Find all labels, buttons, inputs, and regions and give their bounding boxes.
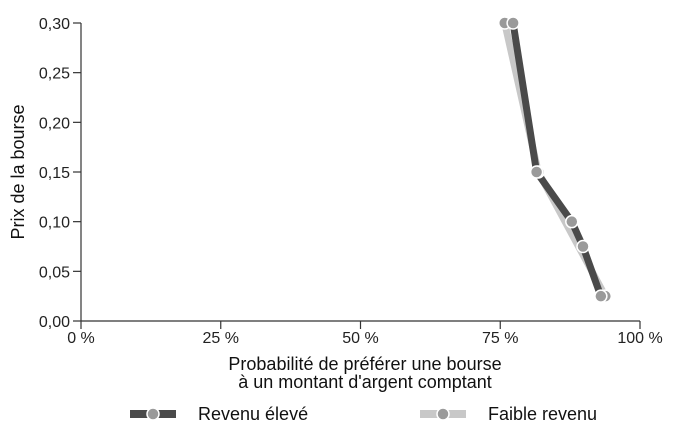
- x-tick-label: 100 %: [617, 330, 662, 347]
- series-line-1: [509, 19, 605, 300]
- data-point: [529, 165, 544, 179]
- x-axis-title-line-2: à un montant d'argent comptant: [238, 372, 492, 392]
- legend-swatch-marker: [436, 407, 450, 421]
- legend-label: Revenu élevé: [198, 404, 308, 424]
- legend-label: Faible revenu: [488, 404, 597, 424]
- x-tick-label: 75 %: [482, 330, 518, 347]
- y-tick-label: 0,20: [39, 115, 70, 132]
- data-point: [506, 16, 520, 30]
- axes: 0,00 0,05 0,10 0,15 0,20 0,25 0,30 0 % 25 % 50 % 7…: [39, 16, 663, 347]
- data-point: [565, 214, 579, 229]
- legend: Revenu élevé Faible revenu: [130, 404, 597, 424]
- y-axis-title: Prix de la bourse: [8, 104, 28, 239]
- y-tick-label: 0,30: [39, 16, 70, 33]
- x-axis-title-line-1: Probabilité de préférer une bourse: [228, 354, 501, 374]
- y-tick-label: 0,00: [39, 314, 70, 331]
- y-tick-label: 0,10: [39, 215, 70, 232]
- x-tick-label: 50 %: [342, 330, 378, 347]
- y-tick-label: 0,25: [39, 66, 70, 83]
- series-layer: [497, 16, 613, 303]
- y-tick-label: 0,15: [39, 165, 70, 182]
- data-point: [594, 289, 608, 303]
- x-tick-label: 25 %: [203, 330, 239, 347]
- y-tick-label: 0,05: [39, 264, 70, 281]
- x-tick-label: 0 %: [67, 330, 95, 347]
- legend-swatch-marker: [146, 407, 160, 421]
- data-point: [576, 239, 590, 254]
